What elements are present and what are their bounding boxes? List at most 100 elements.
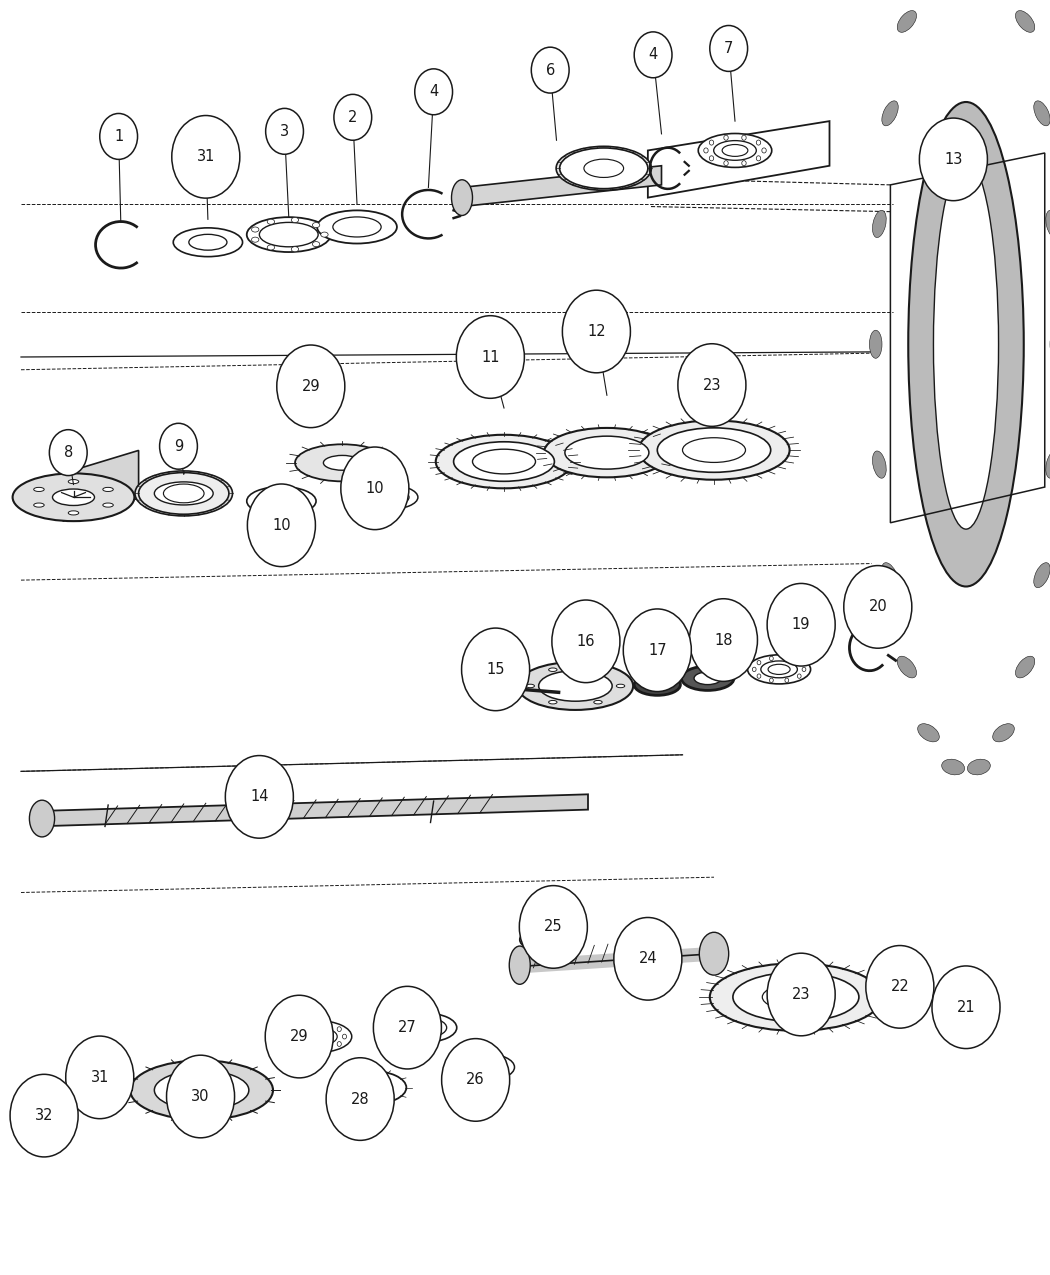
Text: 32: 32 xyxy=(35,1108,54,1123)
Circle shape xyxy=(531,47,569,93)
Circle shape xyxy=(327,1058,394,1140)
Ellipse shape xyxy=(506,676,523,683)
Circle shape xyxy=(334,94,372,140)
Ellipse shape xyxy=(785,678,789,682)
Ellipse shape xyxy=(714,140,756,161)
Ellipse shape xyxy=(307,1047,311,1051)
Ellipse shape xyxy=(135,470,232,516)
Text: 1: 1 xyxy=(114,129,123,144)
Text: 28: 28 xyxy=(351,1091,370,1107)
Ellipse shape xyxy=(1015,10,1035,32)
Ellipse shape xyxy=(472,449,536,474)
Ellipse shape xyxy=(252,227,259,232)
Ellipse shape xyxy=(189,235,227,250)
Ellipse shape xyxy=(520,928,572,951)
Ellipse shape xyxy=(154,1071,249,1109)
Ellipse shape xyxy=(882,101,898,126)
Ellipse shape xyxy=(321,232,329,237)
Ellipse shape xyxy=(681,666,734,690)
Ellipse shape xyxy=(757,660,761,664)
Ellipse shape xyxy=(762,984,830,1010)
Ellipse shape xyxy=(947,998,951,1003)
Ellipse shape xyxy=(1046,210,1050,237)
Text: 19: 19 xyxy=(792,617,811,632)
Text: 25: 25 xyxy=(544,919,563,935)
Ellipse shape xyxy=(985,998,989,1003)
Ellipse shape xyxy=(565,436,649,469)
Ellipse shape xyxy=(454,441,554,482)
Ellipse shape xyxy=(556,147,651,190)
Circle shape xyxy=(768,954,835,1035)
Ellipse shape xyxy=(752,667,756,672)
Ellipse shape xyxy=(634,674,680,695)
Ellipse shape xyxy=(342,1034,346,1039)
Circle shape xyxy=(160,423,197,469)
Circle shape xyxy=(457,316,524,398)
Ellipse shape xyxy=(291,246,298,251)
Ellipse shape xyxy=(985,1011,989,1016)
Ellipse shape xyxy=(291,218,298,223)
Ellipse shape xyxy=(762,148,766,153)
Ellipse shape xyxy=(323,1047,328,1051)
Circle shape xyxy=(226,756,293,838)
Ellipse shape xyxy=(704,148,708,153)
Text: 29: 29 xyxy=(301,379,320,394)
Text: 7: 7 xyxy=(724,41,733,56)
Ellipse shape xyxy=(897,657,917,678)
Ellipse shape xyxy=(394,1014,457,1042)
Circle shape xyxy=(49,430,87,476)
Ellipse shape xyxy=(873,210,886,237)
Circle shape xyxy=(710,26,748,71)
Ellipse shape xyxy=(959,994,963,1000)
Circle shape xyxy=(634,32,672,78)
Ellipse shape xyxy=(259,222,318,247)
Ellipse shape xyxy=(297,1028,337,1046)
Ellipse shape xyxy=(317,210,397,244)
Ellipse shape xyxy=(526,685,534,687)
Ellipse shape xyxy=(770,657,773,660)
Text: 18: 18 xyxy=(714,632,733,648)
Ellipse shape xyxy=(349,1077,391,1098)
Ellipse shape xyxy=(456,1053,514,1081)
Text: 23: 23 xyxy=(702,377,721,393)
Ellipse shape xyxy=(79,1063,125,1084)
Circle shape xyxy=(266,996,333,1077)
Ellipse shape xyxy=(548,700,556,704)
Text: 15: 15 xyxy=(486,662,505,677)
Ellipse shape xyxy=(295,444,390,482)
Text: 20: 20 xyxy=(868,599,887,615)
Ellipse shape xyxy=(139,473,229,514)
Circle shape xyxy=(678,344,746,426)
Text: 10: 10 xyxy=(272,518,291,533)
Text: 4: 4 xyxy=(649,47,657,62)
Ellipse shape xyxy=(698,134,772,167)
Circle shape xyxy=(266,108,303,154)
Ellipse shape xyxy=(897,10,917,32)
Ellipse shape xyxy=(723,161,729,166)
Ellipse shape xyxy=(333,217,381,237)
Ellipse shape xyxy=(13,473,134,521)
Ellipse shape xyxy=(933,159,999,529)
Circle shape xyxy=(844,566,911,648)
Ellipse shape xyxy=(973,1015,978,1020)
Text: 12: 12 xyxy=(587,324,606,339)
Ellipse shape xyxy=(646,680,669,690)
Ellipse shape xyxy=(368,488,410,506)
Ellipse shape xyxy=(103,487,113,491)
Ellipse shape xyxy=(259,492,303,510)
Ellipse shape xyxy=(154,482,213,505)
Circle shape xyxy=(563,291,630,372)
Circle shape xyxy=(442,1039,509,1121)
Ellipse shape xyxy=(452,180,472,215)
Ellipse shape xyxy=(288,1034,292,1039)
Ellipse shape xyxy=(756,156,760,161)
Ellipse shape xyxy=(34,487,44,491)
Ellipse shape xyxy=(873,451,886,478)
Ellipse shape xyxy=(509,946,530,984)
Circle shape xyxy=(66,1037,133,1118)
Text: 21: 21 xyxy=(957,1000,975,1015)
Ellipse shape xyxy=(869,330,882,358)
Circle shape xyxy=(520,886,587,968)
Ellipse shape xyxy=(741,135,747,140)
Text: 4: 4 xyxy=(429,84,438,99)
